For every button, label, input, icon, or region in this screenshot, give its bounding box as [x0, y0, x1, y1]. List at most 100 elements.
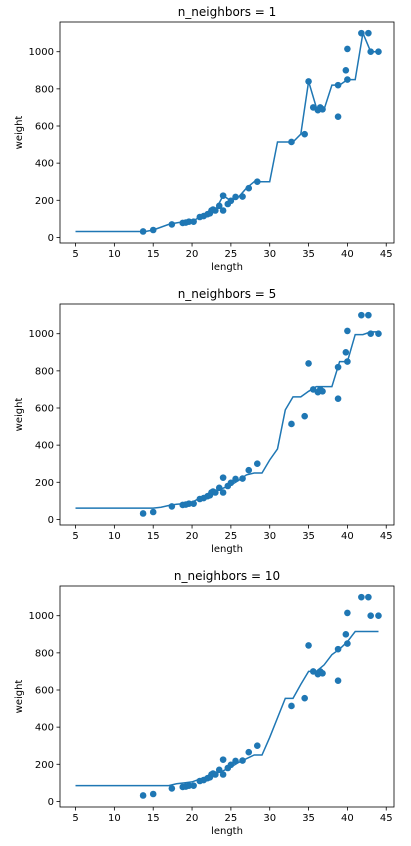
chart-n-neighbors-10: n_neighbors = 10 5 10 15 20 25 30 35 40 45 0 200 400… [14, 569, 395, 837]
data-point [232, 193, 239, 201]
x-tick-label: 25 [225, 249, 238, 260]
x-tick-label: 30 [263, 249, 276, 260]
y-tick-label: 1000 [29, 329, 54, 340]
x-axis-label: length [211, 262, 243, 273]
data-point [344, 327, 351, 335]
data-point [139, 792, 147, 799]
y-tick-label: 800 [35, 648, 54, 659]
data-point [215, 484, 223, 492]
data-point [319, 105, 326, 113]
y-tick-label: 200 [35, 478, 54, 489]
x-tick-label: 35 [302, 813, 315, 824]
x-tick-label: 40 [341, 249, 354, 260]
data-point [358, 593, 365, 601]
x-tick-label: 20 [186, 531, 199, 542]
data-point [342, 348, 350, 356]
data-point [344, 358, 351, 365]
x-tick-label: 25 [225, 813, 238, 824]
x-tick-label: 25 [225, 531, 238, 542]
y-tick-label: 0 [48, 233, 54, 244]
data-point [190, 218, 197, 225]
x-tick-label: 45 [380, 531, 393, 542]
x-tick-label: 15 [147, 531, 160, 542]
data-point [305, 642, 312, 649]
data-point [239, 757, 246, 764]
data-point [149, 508, 157, 516]
data-point [219, 207, 227, 214]
data-point [344, 45, 351, 53]
x-tick-label: 30 [263, 813, 276, 824]
data-point [139, 510, 147, 517]
data-point [245, 184, 253, 192]
data-point [232, 757, 239, 765]
data-point [232, 475, 239, 483]
x-tick-label: 5 [72, 249, 78, 260]
data-point [334, 395, 342, 403]
data-point [219, 489, 227, 496]
x-tick-label: 10 [108, 813, 121, 824]
data-point [342, 630, 350, 638]
data-point [305, 360, 312, 367]
data-point [219, 192, 227, 199]
data-point [219, 474, 227, 481]
data-point [212, 771, 219, 778]
prediction-line [75, 630, 379, 787]
data-point [190, 782, 197, 789]
y-tick-label: 800 [35, 366, 54, 377]
data-point [253, 742, 261, 750]
x-tick-label: 5 [72, 531, 78, 542]
x-tick-label: 40 [341, 531, 354, 542]
data-point [367, 612, 374, 620]
y-tick-label: 200 [35, 760, 54, 771]
x-tick-label: 15 [147, 813, 160, 824]
data-point [168, 221, 176, 228]
x-axis-label: length [211, 544, 243, 555]
data-point [253, 178, 261, 186]
chart-n-neighbors-1: n_neighbors = 1 5 10 15 20 25 30 35 40 45 0 200 400 6… [14, 5, 395, 273]
data-point [168, 785, 176, 792]
data-point [344, 609, 351, 617]
data-point [334, 363, 342, 371]
data-point [365, 311, 372, 319]
data-point [149, 790, 157, 798]
data-point [301, 694, 308, 702]
y-tick-label: 400 [35, 441, 54, 452]
data-point [358, 311, 365, 319]
data-point [185, 218, 193, 225]
data-point [168, 503, 176, 510]
x-tick-label: 40 [341, 813, 354, 824]
y-tick-label: 400 [35, 723, 54, 734]
chart-title: n_neighbors = 1 [178, 5, 277, 19]
x-tick-label: 35 [302, 531, 315, 542]
data-point [367, 330, 374, 338]
y-tick-label: 800 [35, 84, 54, 95]
data-point [227, 761, 235, 769]
chart-title: n_neighbors = 10 [174, 569, 280, 583]
data-point [215, 766, 223, 774]
x-tick-label: 10 [108, 249, 121, 260]
data-point [365, 29, 372, 37]
data-point [139, 228, 147, 235]
data-point [190, 500, 197, 507]
data-point [334, 113, 342, 121]
y-tick-label: 600 [35, 686, 54, 697]
y-tick-label: 1000 [29, 611, 54, 622]
data-point [344, 640, 351, 647]
plot-frame [59, 585, 395, 808]
data-point [301, 130, 308, 138]
y-tick-label: 0 [48, 515, 54, 526]
data-point [219, 756, 227, 763]
data-point [334, 645, 342, 653]
data-point [319, 387, 326, 395]
x-tick-label: 5 [72, 813, 78, 824]
data-point [288, 702, 295, 710]
data-point [365, 593, 372, 601]
data-point [185, 500, 193, 507]
data-point [342, 66, 350, 74]
data-point [245, 748, 253, 756]
data-point [227, 197, 235, 205]
y-axis-label: weight [14, 116, 25, 150]
x-tick-label: 45 [380, 249, 393, 260]
y-tick-label: 600 [35, 122, 54, 133]
